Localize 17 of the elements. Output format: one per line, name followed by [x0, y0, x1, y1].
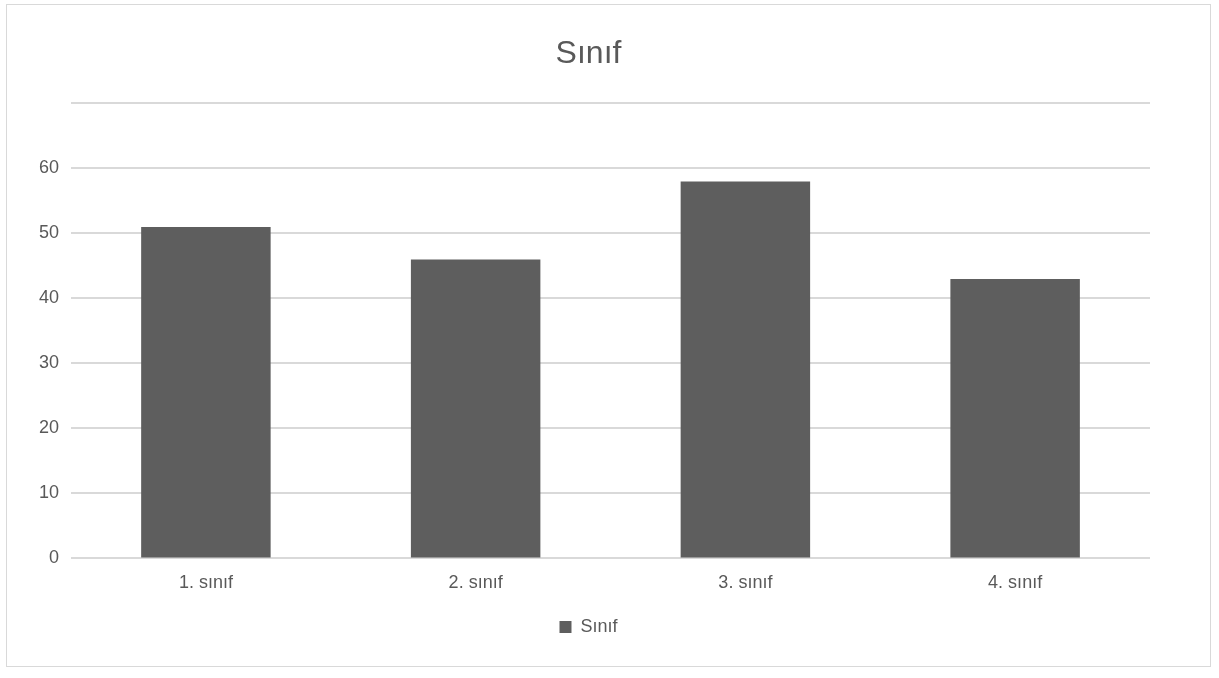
x-tick-label: 2. sınıf — [448, 572, 504, 593]
y-tick-label: 60 — [38, 157, 60, 178]
x-tick-label: 1. sınıf — [178, 572, 234, 593]
bar — [141, 226, 271, 558]
bar — [680, 181, 811, 558]
x-tick-label: 4. sınıf — [988, 572, 1044, 593]
bar — [950, 278, 1080, 558]
bar — [410, 259, 541, 558]
y-tick-label: 30 — [38, 352, 60, 373]
chart-title: Sınıf — [555, 34, 622, 71]
legend-label: Sınıf — [580, 615, 619, 636]
y-tick-label: 20 — [38, 417, 60, 438]
y-tick-label: 40 — [38, 287, 60, 308]
y-tick-label: 50 — [38, 222, 60, 243]
x-tick-label: 3. sınıf — [718, 572, 774, 593]
y-tick-label: 10 — [38, 482, 60, 503]
y-tick-label: 0 — [49, 547, 60, 568]
